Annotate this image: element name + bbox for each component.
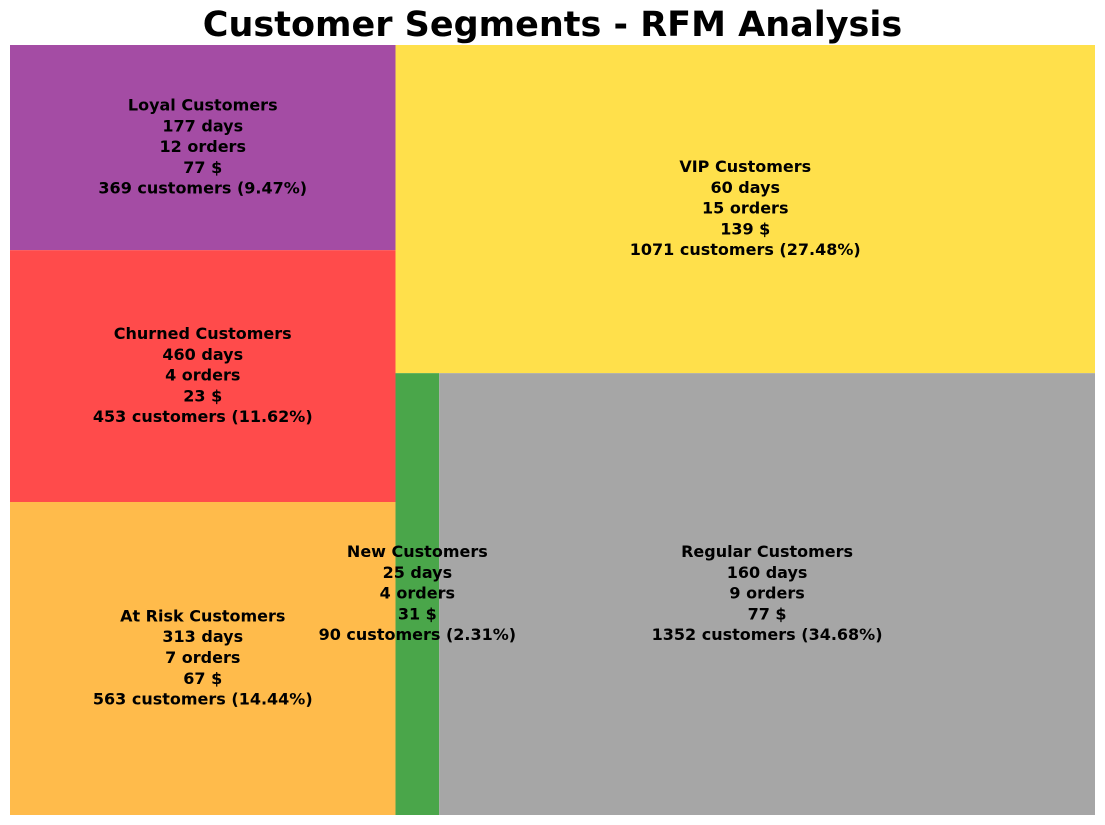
label-line: 369 customers (9.47%) — [98, 179, 307, 198]
label-regular-customers: Regular Customers 160 days 9 orders 77 $ 135… — [652, 542, 883, 644]
tile-churned-customers — [10, 250, 396, 502]
label-line: 23 $ — [183, 386, 222, 405]
label-line: At Risk Customers — [120, 606, 285, 625]
treemap-labels: Loyal Customers 177 days 12 orders 77 $ 369 … — [93, 95, 883, 708]
label-line: 77 $ — [183, 158, 222, 177]
label-line: 90 customers (2.31%) — [319, 625, 517, 644]
label-line: Loyal Customers — [128, 95, 278, 114]
label-line: 4 orders — [165, 366, 240, 385]
label-line: 77 $ — [748, 604, 787, 623]
treemap-tiles — [10, 45, 1095, 815]
label-line: 31 $ — [398, 604, 437, 623]
label-line: VIP Customers — [679, 157, 811, 176]
label-line: Regular Customers — [681, 542, 853, 561]
label-line: 4 orders — [380, 584, 455, 603]
label-churned-customers: Churned Customers 460 days 4 orders 23 $ 453… — [93, 324, 313, 426]
label-line: 160 days — [727, 563, 808, 582]
label-line: 67 $ — [183, 669, 222, 688]
label-line: 9 orders — [729, 584, 804, 603]
chart-title: Customer Segments - RFM Analysis — [202, 5, 903, 45]
label-line: 313 days — [162, 627, 243, 646]
label-line: 1071 customers (27.48%) — [630, 240, 861, 259]
tile-regular-customers — [439, 373, 1095, 815]
tile-at-risk-customers — [10, 501, 396, 815]
tile-vip-customers — [395, 45, 1095, 374]
label-new-customers: New Customers 25 days 4 orders 31 $ 90 custo… — [319, 542, 517, 644]
tile-loyal-customers — [10, 45, 396, 251]
label-line: 1352 customers (34.68%) — [652, 625, 883, 644]
label-line: 60 days — [710, 178, 780, 197]
label-loyal-customers: Loyal Customers 177 days 12 orders 77 $ 369 … — [98, 95, 307, 197]
label-line: 563 customers (14.44%) — [93, 690, 313, 709]
label-line: 25 days — [383, 563, 453, 582]
tile-new-customers — [395, 373, 440, 815]
label-at-risk-customers: At Risk Customers 313 days 7 orders 67 $ 563… — [93, 606, 313, 708]
label-line: New Customers — [347, 542, 488, 561]
label-line: 177 days — [162, 116, 243, 135]
label-vip-customers: VIP Customers 60 days 15 orders 139 $ 1071 c… — [630, 157, 861, 259]
label-line: 453 customers (11.62%) — [93, 407, 313, 426]
label-line: 7 orders — [165, 648, 240, 667]
label-line: Churned Customers — [114, 324, 292, 343]
label-line: 460 days — [162, 345, 243, 364]
label-line: 15 orders — [702, 199, 788, 218]
label-line: 12 orders — [160, 137, 246, 156]
label-line: 139 $ — [720, 219, 770, 238]
